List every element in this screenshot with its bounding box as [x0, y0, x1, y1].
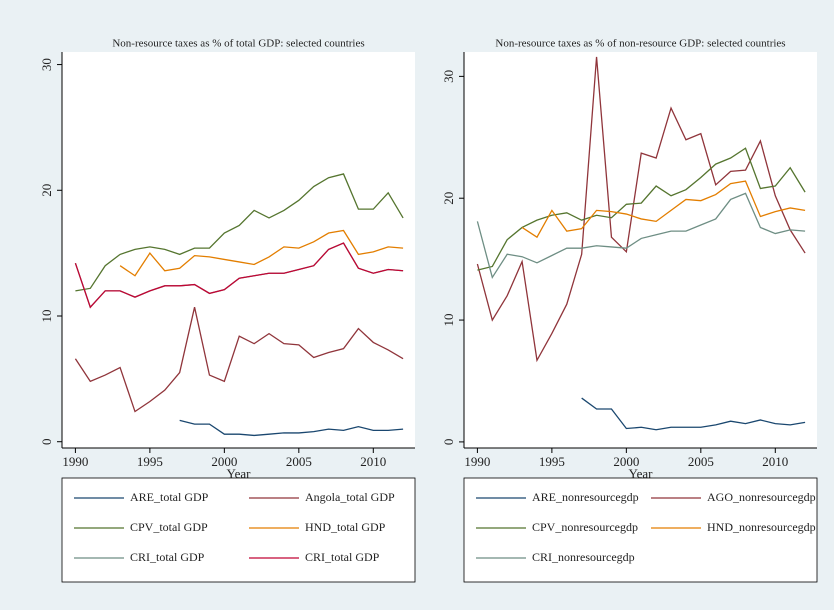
legend-label: HND_nonresourcegdp — [707, 520, 816, 534]
legend-box — [463, 477, 818, 583]
legend-label: ARE_nonresourcegdp — [532, 490, 639, 504]
y-tick-label: 20 — [39, 184, 54, 197]
x-tick-label: 2000 — [613, 454, 639, 469]
series-line — [476, 192, 806, 280]
legend-label: CRI_total GDP — [130, 550, 205, 564]
y-tick-label: 10 — [39, 310, 54, 323]
series-line — [179, 419, 404, 437]
legend-label: CPV_total GDP — [130, 520, 208, 534]
y-tick-label: 10 — [441, 314, 456, 327]
legend-label: HND_total GDP — [305, 520, 386, 534]
y-tick-label: 30 — [441, 70, 456, 83]
x-tick-label: 1995 — [137, 454, 163, 469]
x-axis-label: Year — [227, 466, 252, 481]
x-tick-label: 1990 — [464, 454, 490, 469]
series-line — [477, 147, 806, 271]
x-tick-label: 2010 — [762, 454, 788, 469]
legend-label: CPV_nonresourcegdp — [532, 520, 638, 534]
x-tick-label: 2005 — [688, 454, 714, 469]
legend-label: AGO_nonresourcegdp — [707, 490, 816, 504]
x-tick-label: 2000 — [211, 454, 237, 469]
series-line — [75, 173, 404, 292]
legend-label: CRI_total GDP — [305, 550, 380, 564]
x-tick-label: 1995 — [539, 454, 565, 469]
series-line — [74, 307, 404, 413]
y-tick-label: 0 — [39, 438, 54, 445]
legend-label: ARE_total GDP — [130, 490, 209, 504]
x-axis-label: Year — [629, 466, 654, 481]
y-tick-label: 30 — [39, 58, 54, 71]
legend-box — [61, 477, 416, 583]
chart-title: Non-resource taxes as % of non-resource … — [495, 38, 785, 50]
series-line — [74, 242, 404, 309]
legend-label: Angola_total GDP — [305, 490, 395, 504]
plot-area — [464, 52, 817, 448]
plot-area — [62, 52, 415, 448]
series-line — [119, 229, 404, 277]
x-tick-label: 2010 — [360, 454, 386, 469]
x-tick-label: 2005 — [286, 454, 312, 469]
series-line — [521, 180, 806, 239]
y-tick-label: 20 — [441, 192, 456, 205]
chart-title: Non-resource taxes as % of total GDP: se… — [112, 38, 364, 50]
x-tick-label: 1990 — [62, 454, 88, 469]
y-tick-label: 0 — [441, 439, 456, 446]
series-line — [581, 397, 806, 431]
legend-label: CRI_nonresourcegdp — [532, 550, 635, 564]
